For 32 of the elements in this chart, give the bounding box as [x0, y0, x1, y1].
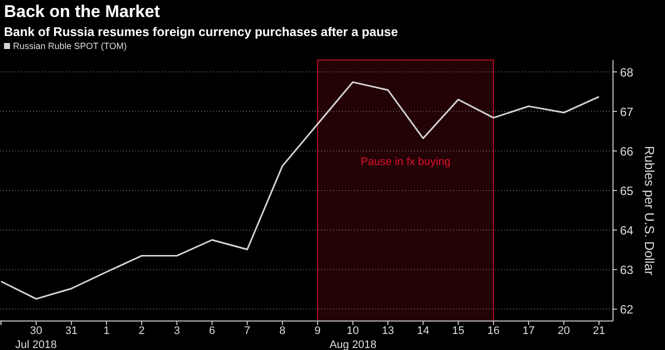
text: Aug 2018 [329, 339, 377, 350]
x-tick-label: 13 [382, 325, 394, 337]
y-tick-label: 62 [620, 302, 634, 317]
x-tick-label: 30 [30, 325, 42, 337]
y-tick-label: 67 [620, 104, 634, 119]
chart-subtitle: Bank of Russia resumes foreign currency purchases after a pause [4, 25, 398, 39]
x-tick-label: 10 [346, 325, 359, 337]
y-tick-label: 64 [620, 224, 634, 238]
x-tick-label: 14 [416, 325, 430, 337]
x-tick-label: 17 [522, 325, 535, 337]
y-tick-label: 68 [620, 65, 634, 80]
x-tick-label: 7 [244, 325, 250, 337]
x-tick-label: 31 [65, 325, 78, 337]
y-axis-title: Rubles per U.S. Dollar [642, 146, 657, 276]
x-tick-label: 15 [452, 325, 464, 337]
y-tick-label: 65 [620, 184, 634, 198]
line-series [0, 81, 600, 300]
x-tick-label: 9 [314, 325, 321, 337]
x-tick-label: 16 [487, 325, 500, 337]
x-tick-label: 2 [138, 325, 145, 337]
x-tick-label: 20 [558, 325, 570, 337]
band-label: Pause in fx buying [360, 156, 450, 168]
y-tick-label: 63 [620, 263, 634, 278]
x-tick-label: 8 [279, 325, 286, 337]
chart-title: Back on the Market [4, 2, 160, 21]
x-tick-label: 6 [208, 325, 216, 337]
y-tick-label: 66 [620, 144, 634, 158]
x-tick-label: 21 [592, 325, 606, 337]
x-tick-label: 3 [174, 325, 180, 337]
x-tick-label: 1 [103, 325, 110, 337]
text: Jul 2018 [15, 339, 57, 350]
legend-label: Russian Ruble SPOT (TOM) [13, 41, 127, 51]
